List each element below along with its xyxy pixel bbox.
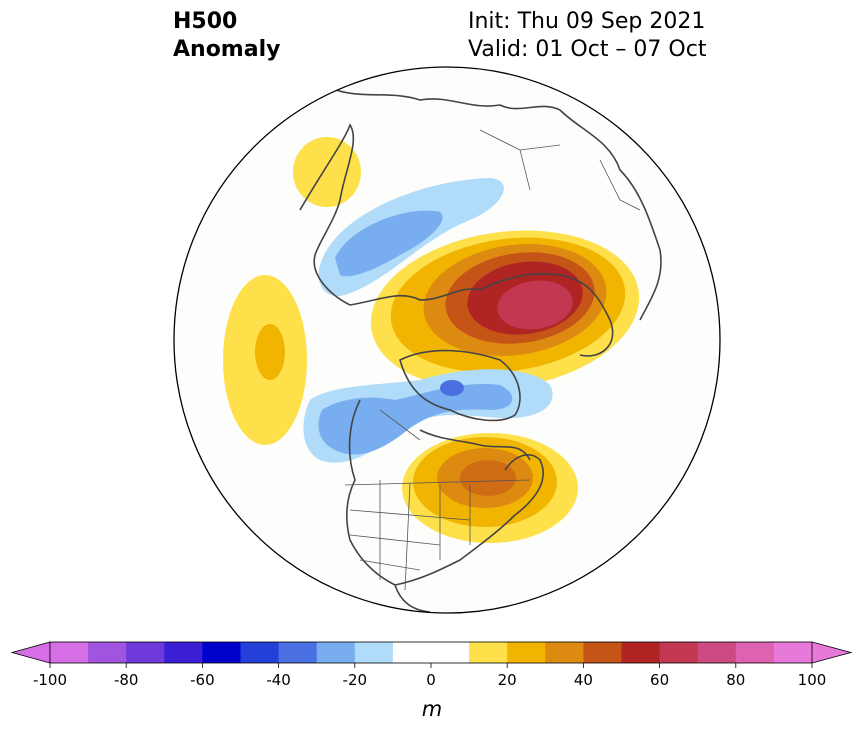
colorbar-segment — [545, 642, 584, 663]
colorbar-segment — [392, 642, 470, 663]
polar-map — [173, 66, 721, 614]
anomaly-scandinavia — [293, 137, 361, 207]
map-title: H500 Anomaly — [173, 8, 280, 64]
colorbar-segment — [773, 642, 813, 663]
colorbar-tick-label: 100 — [798, 671, 827, 689]
colorbar-unit: m — [422, 697, 442, 721]
anomaly-barents — [318, 178, 504, 296]
title-line-2: Anomaly — [173, 37, 281, 62]
anomaly-alaska — [303, 369, 553, 463]
map-subtitle: Init: Thu 09 Sep 2021 Valid: 01 Oct – 07… — [468, 8, 706, 64]
colorbar-segment — [278, 642, 318, 663]
colorbar-segment — [507, 642, 546, 663]
colorbar-segment — [50, 642, 89, 663]
colorbar-tick-label: 60 — [650, 671, 669, 689]
colorbar-segment — [659, 642, 699, 663]
colorbar-over-arrow — [811, 641, 853, 664]
colorbar-tick-label: 20 — [498, 671, 517, 689]
colorbar-segments — [10, 641, 853, 664]
init-date: Init: Thu 09 Sep 2021 — [468, 9, 706, 34]
anomaly-north-pacific — [223, 275, 307, 445]
colorbar-tick-label: 80 — [726, 671, 745, 689]
colorbar: -100 -80 -60 -40 -20 0 20 40 60 80 100 m — [10, 641, 853, 721]
colorbar-segment — [583, 642, 622, 663]
colorbar-segment — [621, 642, 661, 663]
colorbar-tick-label: 0 — [426, 671, 436, 689]
valid-period: Valid: 01 Oct – 07 Oct — [468, 37, 707, 62]
colorbar-segment — [88, 642, 127, 663]
colorbar-tick-label: -20 — [343, 671, 368, 689]
colorbar-segment — [126, 642, 165, 663]
globe-outline — [173, 66, 721, 614]
anomaly-siberia — [370, 230, 640, 390]
colorbar-segment — [316, 642, 356, 663]
colorbar-segment — [735, 642, 775, 663]
colorbar-tick-label: 40 — [574, 671, 593, 689]
colorbar-tick-label: -80 — [114, 671, 139, 689]
colorbar-segment — [240, 642, 280, 663]
colorbar-tick-label: -100 — [33, 671, 67, 689]
anomaly-fields — [223, 87, 662, 613]
colorbar-segment — [469, 642, 508, 663]
colorbar-tick-label: -40 — [266, 671, 291, 689]
anomaly-eastern-canada — [402, 433, 578, 543]
colorbar-ticks: -100 -80 -60 -40 -20 0 20 40 60 80 100 — [33, 663, 826, 689]
colorbar-tick-label: -60 — [190, 671, 215, 689]
political-borders — [344, 129, 641, 591]
colorbar-segment — [202, 642, 241, 663]
colorbar-segment — [354, 642, 394, 663]
title-line-1: H500 — [173, 9, 238, 34]
colorbar-segment — [697, 642, 737, 663]
coastlines — [299, 87, 662, 613]
colorbar-segment — [164, 642, 203, 663]
colorbar-under-arrow — [10, 641, 51, 664]
